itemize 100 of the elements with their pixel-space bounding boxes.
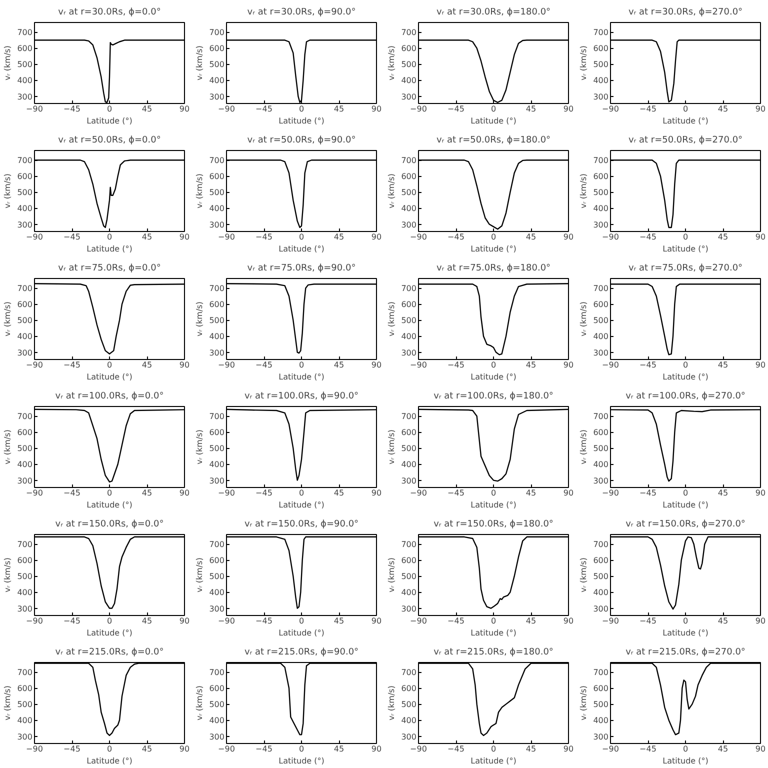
y-tick-label: 400 (17, 332, 33, 342)
y-tick-label: 500 (17, 572, 33, 582)
y-tick-label: 500 (209, 60, 225, 70)
x-tick-label: 90 (371, 488, 382, 498)
chart-title: vᵣ at r=30.0Rs, ϕ=0.0° (58, 8, 161, 18)
x-tick-label: 0 (106, 104, 112, 114)
y-tick-label: 700 (17, 412, 33, 422)
x-axis-title: Latitude (°) (278, 756, 324, 766)
x-tick-label: 45 (334, 744, 344, 754)
y-axis-title: vᵣ (km/s) (3, 430, 12, 464)
x-tick-label: 45 (142, 488, 152, 498)
y-axis-title: vᵣ (km/s) (579, 686, 588, 720)
y-tick-label: 700 (401, 412, 417, 422)
y-tick-label: 500 (593, 188, 609, 198)
y-tick-label: 400 (17, 204, 33, 214)
y-tick-label: 500 (17, 444, 33, 454)
x-axis-title: Latitude (°) (278, 372, 324, 382)
x-tick-label: 45 (526, 744, 536, 754)
y-axis-title: vᵣ (km/s) (579, 302, 588, 336)
x-tick-label: 0 (298, 232, 304, 242)
x-tick-label: 90 (563, 744, 574, 754)
x-tick-label: 45 (718, 616, 728, 626)
y-tick-label: 700 (209, 156, 225, 166)
y-axis-title: vᵣ (km/s) (195, 302, 204, 336)
y-axis-title: vᵣ (km/s) (3, 174, 12, 208)
x-axis-title: Latitude (°) (662, 500, 708, 510)
x-axis-title: Latitude (°) (470, 372, 516, 382)
y-tick-label: 300 (209, 92, 225, 102)
x-tick-label: 90 (179, 232, 190, 242)
y-tick-label: 300 (593, 92, 609, 102)
y-tick-label: 600 (209, 300, 225, 310)
x-tick-label: 45 (142, 104, 152, 114)
y-tick-label: 400 (593, 460, 609, 470)
x-tick-label: −45 (256, 360, 272, 370)
x-tick-label: −45 (640, 744, 656, 754)
y-axis-title: vᵣ (km/s) (195, 686, 204, 720)
y-axis-title: vᵣ (km/s) (3, 46, 12, 80)
y-axis-title: vᵣ (km/s) (195, 46, 204, 80)
x-tick-label: 90 (755, 104, 766, 114)
y-tick-label: 700 (209, 28, 225, 38)
y-tick-label: 400 (209, 332, 225, 342)
y-tick-label: 600 (17, 684, 33, 694)
y-tick-label: 600 (593, 172, 609, 182)
x-tick-label: 0 (682, 232, 688, 242)
y-tick-label: 700 (209, 284, 225, 294)
x-tick-label: 45 (526, 616, 536, 626)
x-tick-label: 45 (142, 360, 152, 370)
x-tick-label: −45 (640, 232, 656, 242)
y-tick-label: 300 (209, 604, 225, 614)
y-tick-label: 700 (209, 412, 225, 422)
y-tick-label: 600 (17, 172, 33, 182)
y-tick-label: 700 (593, 412, 609, 422)
x-tick-label: −45 (64, 232, 80, 242)
y-tick-label: 700 (593, 540, 609, 550)
x-tick-label: −45 (640, 616, 656, 626)
y-tick-label: 700 (401, 156, 417, 166)
y-tick-label: 600 (593, 556, 609, 566)
y-tick-label: 500 (209, 316, 225, 326)
x-tick-label: −90 (602, 744, 619, 754)
y-tick-label: 500 (593, 316, 609, 326)
x-tick-label: −45 (256, 104, 272, 114)
x-tick-label: −90 (26, 232, 43, 242)
y-tick-label: 600 (401, 556, 417, 566)
x-tick-label: 45 (334, 616, 344, 626)
x-axis-title: Latitude (°) (662, 756, 708, 766)
x-tick-label: 0 (106, 616, 112, 626)
x-tick-label: 0 (106, 488, 112, 498)
x-tick-label: 0 (490, 744, 496, 754)
chart-title: vᵣ at r=150.0Rs, ϕ=90.0° (244, 520, 359, 530)
y-tick-label: 300 (17, 476, 33, 486)
y-tick-label: 500 (593, 60, 609, 70)
y-tick-label: 600 (17, 428, 33, 438)
x-tick-label: −45 (448, 360, 464, 370)
y-tick-label: 300 (401, 220, 417, 230)
y-tick-label: 300 (401, 476, 417, 486)
x-axis-title: Latitude (°) (86, 756, 132, 766)
x-axis-title: Latitude (°) (278, 116, 324, 126)
x-tick-label: 0 (106, 360, 112, 370)
y-tick-label: 400 (209, 460, 225, 470)
y-axis-title: vᵣ (km/s) (387, 686, 396, 720)
y-tick-label: 500 (401, 572, 417, 582)
x-tick-label: −45 (64, 744, 80, 754)
y-tick-label: 300 (593, 732, 609, 742)
y-tick-label: 400 (593, 588, 609, 598)
chart-title: vᵣ at r=50.0Rs, ϕ=0.0° (58, 136, 161, 146)
x-tick-label: −90 (218, 232, 235, 242)
y-axis-title: vᵣ (km/s) (387, 302, 396, 336)
x-tick-label: 90 (371, 616, 382, 626)
x-tick-label: 45 (334, 488, 344, 498)
x-tick-label: 0 (106, 232, 112, 242)
x-tick-label: −90 (26, 360, 43, 370)
y-axis-title: vᵣ (km/s) (579, 46, 588, 80)
x-tick-label: 45 (334, 360, 344, 370)
x-tick-label: 45 (718, 232, 728, 242)
x-tick-label: 90 (755, 232, 766, 242)
x-tick-label: 45 (526, 488, 536, 498)
x-tick-label: −90 (410, 488, 427, 498)
x-tick-label: −90 (410, 232, 427, 242)
y-tick-label: 400 (401, 460, 417, 470)
chart-title: vᵣ at r=100.0Rs, ϕ=0.0° (55, 392, 164, 402)
